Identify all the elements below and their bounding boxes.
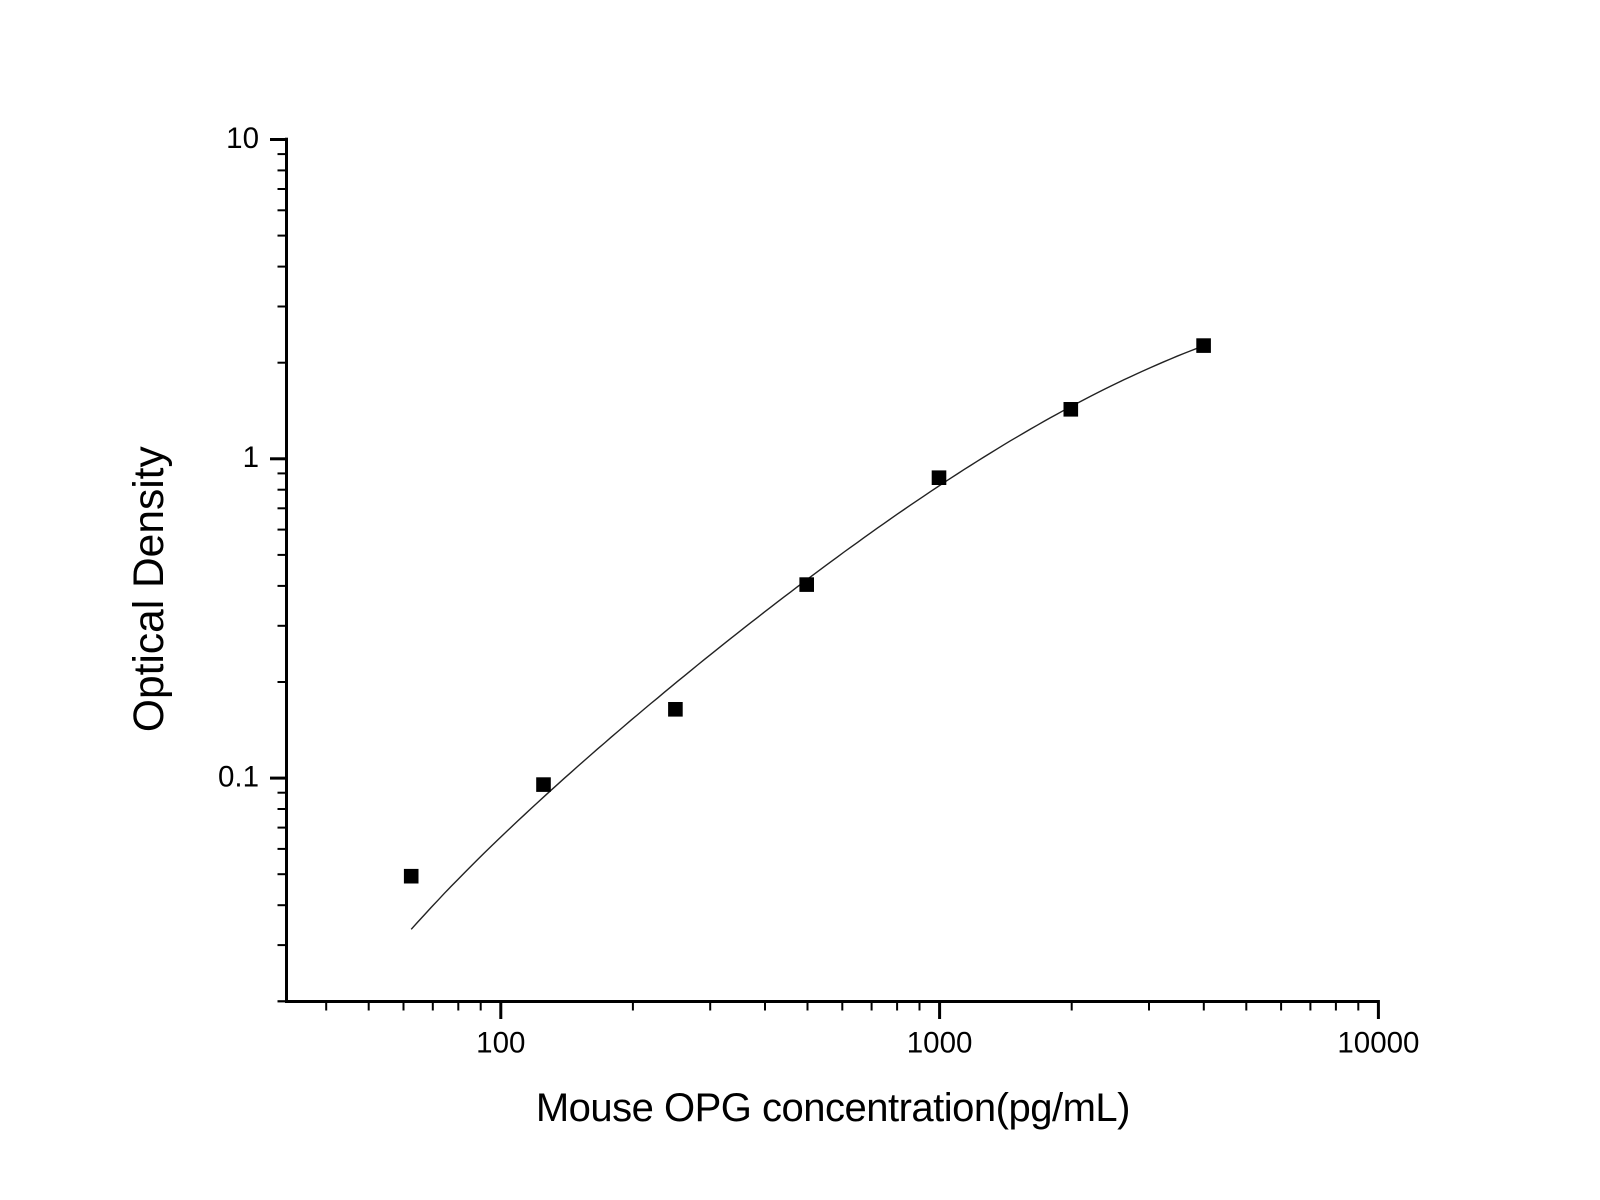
svg-text:Mouse OPG concentration(pg/mL): Mouse OPG concentration(pg/mL) — [536, 1086, 1130, 1130]
svg-text:0.1: 0.1 — [218, 761, 259, 794]
svg-text:1: 1 — [243, 441, 259, 474]
svg-text:1000: 1000 — [907, 1027, 973, 1060]
svg-text:10000: 10000 — [1337, 1027, 1419, 1060]
svg-text:Optical Density: Optical Density — [126, 446, 173, 733]
svg-text:100: 100 — [476, 1027, 525, 1060]
svg-text:10: 10 — [226, 122, 259, 155]
